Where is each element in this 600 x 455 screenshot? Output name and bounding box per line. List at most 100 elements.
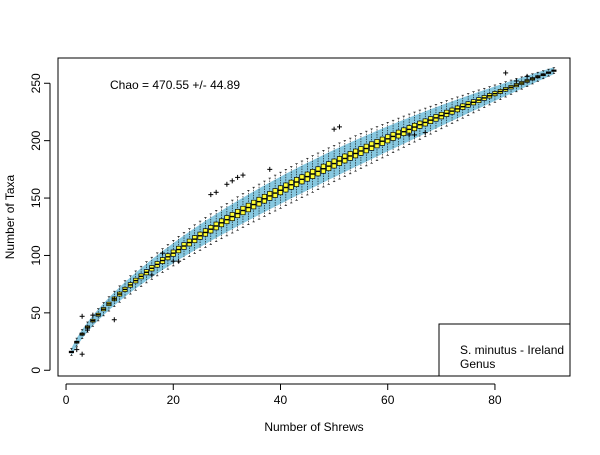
box-plot: [229, 199, 235, 234]
box-plot: [277, 171, 284, 209]
y-tick-label: 150: [29, 188, 43, 208]
box-plot: [369, 128, 375, 164]
box-plot: [342, 140, 348, 177]
box-plot: [127, 275, 133, 295]
outlier-point: [176, 258, 182, 264]
box-plot: [267, 177, 273, 215]
chao-annotation: Chao = 470.55 +/- 44.89: [110, 78, 240, 92]
box-plot: [143, 261, 150, 284]
legend-line-1: S. minutus - Ireland: [460, 343, 564, 357]
box-plot: [390, 119, 396, 153]
box-plot: [438, 102, 444, 130]
box-plot: [524, 75, 530, 87]
box-plot: [149, 256, 155, 280]
outlier-point: [74, 347, 80, 353]
box-plot: [208, 213, 214, 245]
box-plot: [411, 111, 418, 143]
box-plot: [454, 96, 460, 122]
y-tick-label: 0: [29, 367, 43, 374]
box-plot: [535, 71, 541, 82]
plot-frame: [57, 57, 571, 377]
outlier-point: [111, 317, 117, 323]
box-plot: [224, 203, 230, 237]
box-plot: [529, 73, 536, 85]
box-plot: [106, 296, 112, 312]
box-plot: [186, 228, 192, 257]
box-plot: [235, 196, 241, 231]
outlier-point: [160, 250, 166, 256]
outlier-point: [224, 181, 230, 187]
box-plot: [476, 89, 482, 111]
box-plot: [154, 252, 160, 277]
outlier-point: [90, 312, 96, 318]
outlier-point: [79, 313, 85, 319]
outlier-point: [336, 124, 342, 130]
box-plot: [68, 348, 74, 356]
x-tick-label: 60: [381, 393, 395, 407]
box-plot: [218, 206, 225, 240]
outlier-point: [170, 258, 176, 264]
x-tick-label: 0: [63, 393, 70, 407]
outlier-point: [84, 327, 90, 333]
box-plot: [74, 337, 80, 347]
box-plot: [181, 232, 187, 260]
box-plot: [465, 93, 471, 116]
outlier-point: [524, 73, 530, 79]
box-plot: [406, 113, 412, 146]
box-plot: [347, 137, 353, 175]
box-plot: [197, 220, 203, 251]
outlier-point: [149, 272, 155, 278]
y-tick-label: 250: [29, 73, 43, 93]
box-plot: [385, 122, 391, 156]
box-plot: [497, 83, 503, 100]
box-plot: [95, 308, 101, 322]
legend-box: [438, 323, 571, 377]
box-plot: [261, 180, 267, 217]
outlier-point: [240, 172, 246, 178]
outlier-point: [422, 130, 428, 136]
box-plot: [358, 133, 364, 169]
legend-line-2: Genus: [460, 357, 495, 371]
outlier-point: [513, 78, 519, 84]
y-axis-label: Number of Taxa: [3, 174, 17, 259]
box-plot: [170, 240, 176, 267]
box-plot: [503, 81, 509, 98]
box-plot: [336, 142, 343, 180]
outlier-point: [406, 132, 412, 138]
box-plot: [417, 109, 423, 140]
box-plot: [79, 329, 85, 340]
box-plot: [272, 174, 278, 212]
box-series: [68, 67, 557, 356]
box-plot: [283, 169, 289, 206]
box-plot: [326, 147, 332, 185]
box-plot: [256, 183, 262, 220]
outlier-point: [412, 132, 418, 138]
box-plot: [460, 94, 466, 119]
box-plot: [401, 115, 407, 148]
box-plot: [192, 224, 198, 254]
box-plot: [449, 98, 455, 124]
box-plot: [176, 236, 182, 264]
box-plot: [487, 86, 493, 106]
outlier-point: [111, 296, 117, 302]
box-plot: [352, 135, 359, 172]
box-plot: [320, 150, 326, 188]
box-plot: [428, 105, 434, 135]
box-plot: [213, 210, 219, 242]
box-plot: [165, 244, 171, 270]
box-plot: [315, 152, 321, 190]
outlier-point: [235, 174, 241, 180]
y-tick-label: 100: [29, 245, 43, 265]
box-plot: [508, 79, 514, 95]
x-axis: 0 20 40 60 80: [63, 383, 502, 407]
box-plot: [363, 130, 369, 167]
box-plot: [379, 124, 385, 159]
x-axis-label: Number of Shrews: [264, 420, 363, 434]
box-plot: [294, 163, 300, 201]
box-plot: [202, 217, 208, 248]
box-plot: [299, 160, 305, 198]
box-plot: [117, 285, 123, 303]
box-plot: [101, 302, 107, 317]
